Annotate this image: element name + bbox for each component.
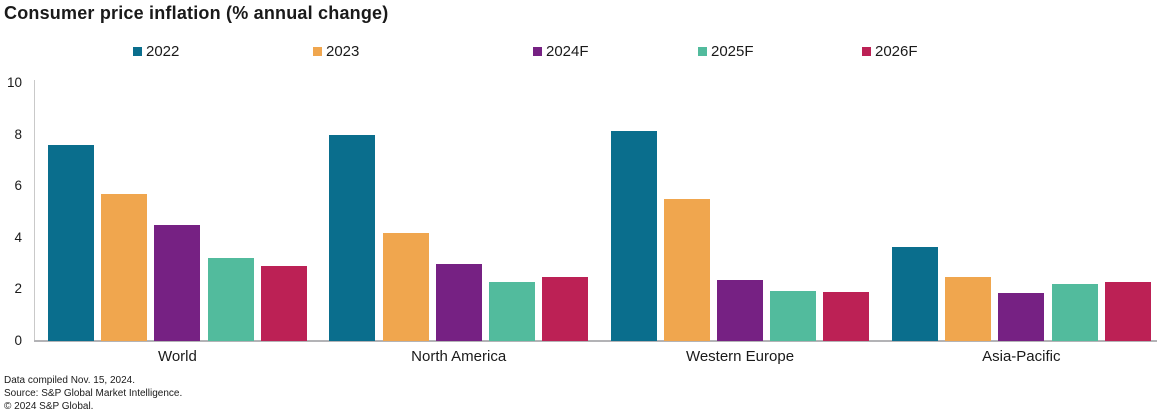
y-axis-tick-label: 10	[6, 75, 22, 90]
footer-note-compiled: Data compiled Nov. 15, 2024.	[4, 375, 136, 386]
y-axis-tick-label: 4	[14, 229, 22, 245]
legend-item-2022: 2022	[133, 40, 179, 62]
y-axis-tick-label: 2	[14, 281, 22, 297]
footer-note-copyright: © 2024 S&P Global.	[4, 401, 94, 412]
legend-label: 2024F	[546, 42, 589, 60]
legend-label: 2025F	[711, 42, 754, 60]
bar-2022-western-europe	[610, 130, 657, 341]
bar-2025f-world	[207, 258, 254, 341]
x-axis-label-asia-pacific: Asia-Pacific	[982, 348, 1061, 365]
footer: Data compiled Nov. 15, 2024. Source: S&P…	[4, 374, 182, 413]
bar-2024f-western-europe	[717, 280, 763, 341]
bar-2023-north-america	[382, 232, 429, 341]
bar-2026f-western-europe	[823, 291, 870, 341]
bar-2023-world	[101, 193, 148, 341]
y-axis-tick-label: 0	[14, 333, 22, 348]
bar-2024f-world	[154, 224, 201, 341]
footer-note-source: Source: S&P Global Market Intelligence.	[4, 388, 183, 399]
y-axis-tick-label: 8	[14, 126, 22, 142]
x-axis-label-world: World	[157, 348, 197, 365]
legend: 2022 2023 2024F 2025F 2026F	[0, 40, 1162, 62]
legend-label: 2023	[326, 42, 360, 60]
bar-2025f-western-europe	[770, 290, 817, 341]
x-axis-line	[34, 340, 1157, 342]
legend-item-2026f: 2026F	[862, 40, 918, 62]
bar-2025f-north-america	[488, 281, 535, 341]
bar-2026f-asia-pacific	[1104, 281, 1151, 341]
bar-2026f-world	[260, 266, 307, 341]
bar-2023-asia-pacific	[945, 276, 992, 341]
y-axis-tick-label: 6	[14, 178, 22, 194]
legend-item-2025f: 2025F	[698, 40, 754, 62]
legend-label: 2026F	[875, 42, 918, 60]
chart-title: Consumer price inflation (% annual chang…	[4, 3, 389, 23]
legend-item-2024f: 2024F	[533, 40, 589, 62]
x-axis-label-north-america: North America	[411, 348, 507, 365]
legend-swatch-icon	[698, 46, 707, 56]
legend-swatch-icon	[313, 46, 322, 56]
y-axis-line	[34, 80, 35, 341]
legend-swatch-icon	[862, 46, 871, 56]
bar-2025f-asia-pacific	[1051, 284, 1098, 341]
legend-label: 2022	[146, 42, 180, 60]
legend-swatch-icon	[133, 46, 142, 56]
bar-2022-north-america	[329, 134, 376, 341]
bar-2022-world	[48, 144, 94, 341]
bar-2023-western-europe	[663, 199, 710, 341]
legend-item-2023: 2023	[313, 40, 359, 62]
bar-2024f-asia-pacific	[998, 293, 1045, 341]
x-axis-label-western-europe: Western Europe	[685, 348, 795, 365]
bar-2026f-north-america	[542, 276, 589, 341]
bar-2022-asia-pacific	[891, 246, 938, 341]
legend-swatch-icon	[533, 46, 542, 56]
bar-2024f-north-america	[435, 263, 482, 341]
